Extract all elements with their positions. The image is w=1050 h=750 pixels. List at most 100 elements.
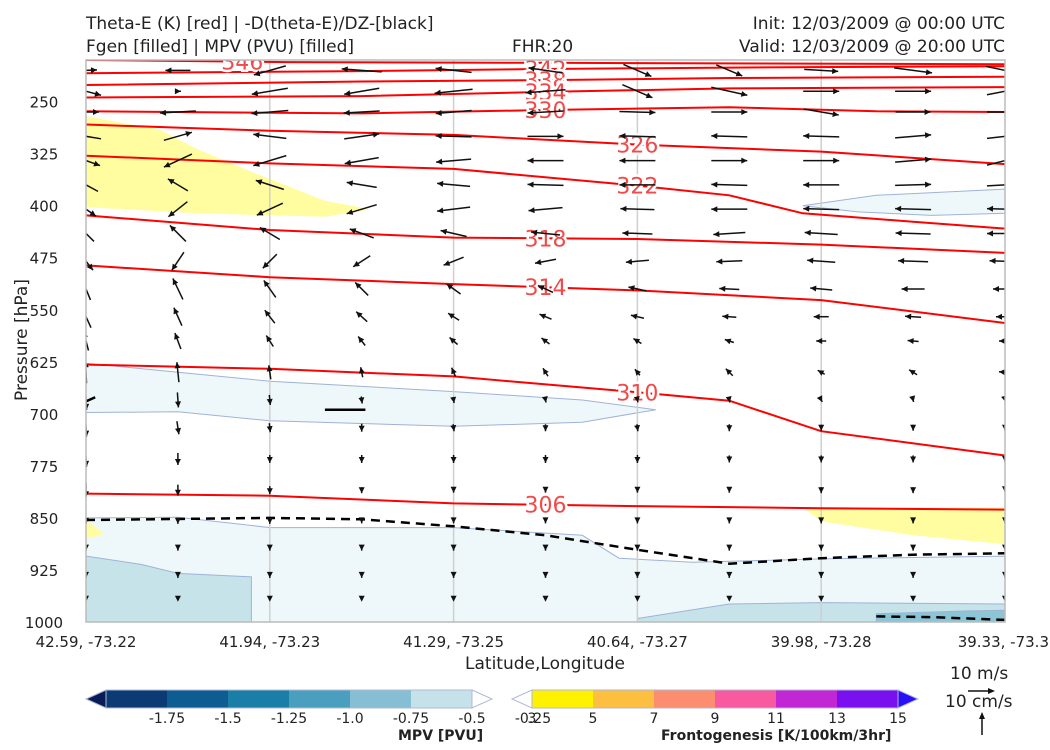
wind-vector-head — [86, 263, 93, 271]
wind-vector-head — [185, 131, 192, 137]
wind-vector-head — [94, 90, 101, 97]
forecast-hour: FHR:20 — [512, 37, 574, 57]
wind-vector-head — [266, 517, 273, 524]
wind-vector — [525, 88, 566, 94]
theta-e-label: 306 — [525, 494, 567, 519]
y-tick-label: 850 — [30, 510, 59, 528]
wind-vector-head — [987, 205, 994, 212]
wind-vector-head — [803, 181, 810, 188]
wind-vector-head — [895, 230, 902, 237]
wind-vector-head — [557, 133, 564, 140]
wind-vector — [86, 184, 99, 193]
wind-vector-head — [989, 257, 996, 264]
wind-vector-head — [174, 571, 181, 578]
wind-vector-head — [622, 230, 629, 237]
wind-vector-head — [542, 486, 549, 493]
wind-vector-head — [716, 258, 723, 265]
wind-vector-head — [86, 334, 88, 338]
x-axis-label: Latitude,Longitude — [465, 654, 625, 674]
wind-vector-head — [816, 395, 823, 402]
fgen-colorbar-segment — [593, 690, 655, 708]
fgen-fill-region — [802, 507, 1005, 545]
wind-vector-head — [71, 132, 77, 138]
wind-vector-head — [543, 368, 549, 375]
wind-vector-head — [999, 338, 1005, 344]
wind-vector-head — [818, 424, 825, 431]
wind-vector-head — [159, 109, 167, 116]
wind-vector-head — [174, 333, 180, 340]
wind-vector-head — [910, 487, 917, 494]
wind-vector-head — [343, 109, 350, 116]
wind-vector-head — [266, 571, 273, 578]
chart-title-line1: Theta-E (K) [red] | -D(theta-E)/DZ-[blac… — [86, 14, 434, 34]
wind-vector-head — [358, 397, 365, 404]
wind-vector — [434, 88, 473, 94]
wind-vector-head — [251, 90, 259, 97]
wind-vector-head — [266, 425, 273, 433]
x-tick-label: 42.59, -73.22 — [36, 633, 137, 651]
wind-vector-head — [813, 313, 820, 320]
wind-vector-head — [435, 133, 442, 139]
wind-vector-head — [450, 396, 457, 403]
wind-vector-head — [450, 571, 457, 578]
wind-vector-head — [924, 132, 932, 139]
y-tick-label: 925 — [30, 562, 59, 580]
wind-vector — [985, 65, 1005, 72]
wind-vector — [803, 207, 840, 211]
wind-vector-head — [645, 92, 653, 99]
wind-vector-head — [735, 70, 743, 77]
wind-vector — [435, 67, 472, 74]
wind-vector-head — [804, 229, 811, 236]
wind-vector-head — [171, 263, 178, 271]
vector-key-vertical-arrowhead — [979, 712, 985, 719]
wind-vector-head — [925, 88, 932, 95]
wind-vector-head — [909, 395, 916, 402]
wind-vector-head — [818, 595, 825, 602]
wind-vector-head — [174, 517, 181, 524]
mpv-fill-region — [86, 362, 656, 427]
wind-vector-head — [78, 226, 84, 232]
mpv-colorbar-tick: -0.75 — [393, 711, 429, 727]
wind-vector-head — [634, 457, 641, 463]
wind-vector-head — [341, 66, 348, 73]
wind-vector-head — [174, 88, 181, 95]
wind-vector-head — [803, 205, 810, 212]
wind-vector — [986, 184, 1005, 187]
wind-vector-head — [1017, 86, 1024, 92]
wind-vector-head — [440, 228, 448, 235]
theta-e-contour — [86, 123, 1005, 166]
wind-vector-head — [253, 161, 260, 167]
wind-vector-head — [924, 156, 932, 163]
wind-vector-head — [525, 89, 532, 96]
wind-vector — [895, 207, 932, 211]
wind-vector-head — [259, 227, 267, 234]
wind-vector-head — [816, 338, 823, 344]
theta-e-label: 318 — [525, 227, 567, 252]
fgen-colorbar-arrow — [897, 689, 920, 709]
wind-vector-head — [1017, 181, 1023, 187]
wind-vector-head — [174, 489, 181, 496]
wind-vector — [711, 86, 748, 96]
wind-vector — [986, 159, 1005, 166]
mpv-colorbar-segment — [289, 690, 351, 708]
wind-vector-head — [910, 544, 917, 551]
wind-vector-head — [437, 180, 444, 187]
wind-vector-head — [898, 257, 905, 264]
theta-e-label: 310 — [616, 381, 658, 406]
wind-vector-head — [725, 396, 732, 403]
wind-vector — [619, 110, 656, 114]
wind-vector-head — [634, 369, 641, 376]
fgen-colorbar-segment — [715, 690, 777, 708]
wind-vector-head — [266, 488, 273, 495]
mpv-colorbar-segment — [350, 690, 412, 708]
wind-vector-head — [174, 362, 181, 369]
wind-vector-head — [344, 90, 351, 97]
wind-vector-head — [910, 517, 917, 524]
wind-vector-head — [86, 403, 90, 410]
theta-e-contour — [86, 264, 1005, 324]
wind-vector-head — [832, 111, 839, 117]
wind-vector-head — [993, 286, 999, 292]
y-tick-label: 775 — [30, 458, 59, 476]
fgen-colorbar-tick: 7 — [650, 711, 659, 727]
wind-vector-head — [264, 310, 271, 317]
